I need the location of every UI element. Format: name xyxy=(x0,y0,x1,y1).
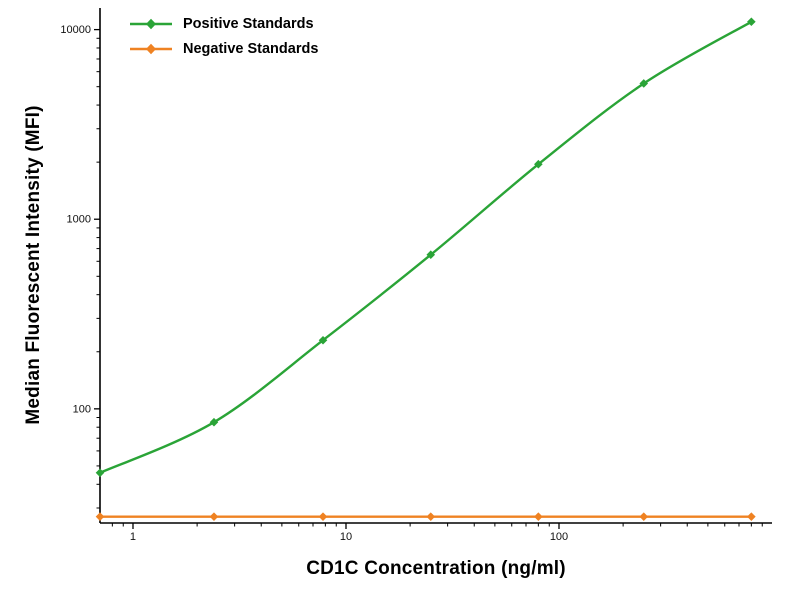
x-tick-label: 100 xyxy=(550,531,568,543)
positive-standards-curve xyxy=(98,20,753,474)
positive-standards-swatch-icon xyxy=(130,18,172,30)
negative-standards-marker-icon xyxy=(639,512,649,521)
negative-standards-marker-icon xyxy=(209,512,219,521)
negative-standards-marker-icon xyxy=(426,512,436,521)
y-axis-label: Median Fluorescent Intensity (MFI) xyxy=(23,105,44,425)
x-tick-label: 10 xyxy=(340,531,352,543)
negative-standards-marker-icon xyxy=(747,512,756,521)
y-tick-label: 1000 xyxy=(67,214,91,226)
x-axis-ticks: 1 10 100 xyxy=(111,523,763,543)
negative-standards-marker-icon xyxy=(95,512,105,521)
axes xyxy=(99,8,772,524)
positive-standards-marker-icon xyxy=(534,159,543,169)
positive-standards-marker-icon xyxy=(209,417,219,427)
series-positive-standards xyxy=(95,17,756,478)
legend-label-negative: Negative Standards xyxy=(183,41,319,57)
negative-standards-marker-icon xyxy=(534,512,543,521)
legend: Positive Standards Negative Standards xyxy=(128,16,318,57)
legend-item-negative-standards: Negative Standards xyxy=(128,41,318,57)
positive-standards-marker-icon xyxy=(747,17,756,27)
positive-standards-marker-icon xyxy=(318,335,328,345)
positive-standards-marker-icon xyxy=(95,468,105,478)
positive-standards-marker-icon xyxy=(426,250,436,259)
positive-standards-marker-icon xyxy=(639,79,649,88)
legend-label-positive: Positive Standards xyxy=(183,16,314,32)
y-tick-label: 100 xyxy=(73,403,91,415)
x-axis-label: CD1C Concentration (ng/ml) xyxy=(306,558,566,579)
x-tick-label: 1 xyxy=(130,531,136,543)
series-negative-standards xyxy=(95,512,756,521)
negative-standards-marker-icon xyxy=(318,512,328,521)
y-axis-ticks: 100 1000 10000 xyxy=(60,24,100,509)
legend-item-positive-standards: Positive Standards xyxy=(128,16,318,32)
negative-standards-swatch-icon xyxy=(130,43,172,55)
y-tick-label: 10000 xyxy=(60,24,91,36)
